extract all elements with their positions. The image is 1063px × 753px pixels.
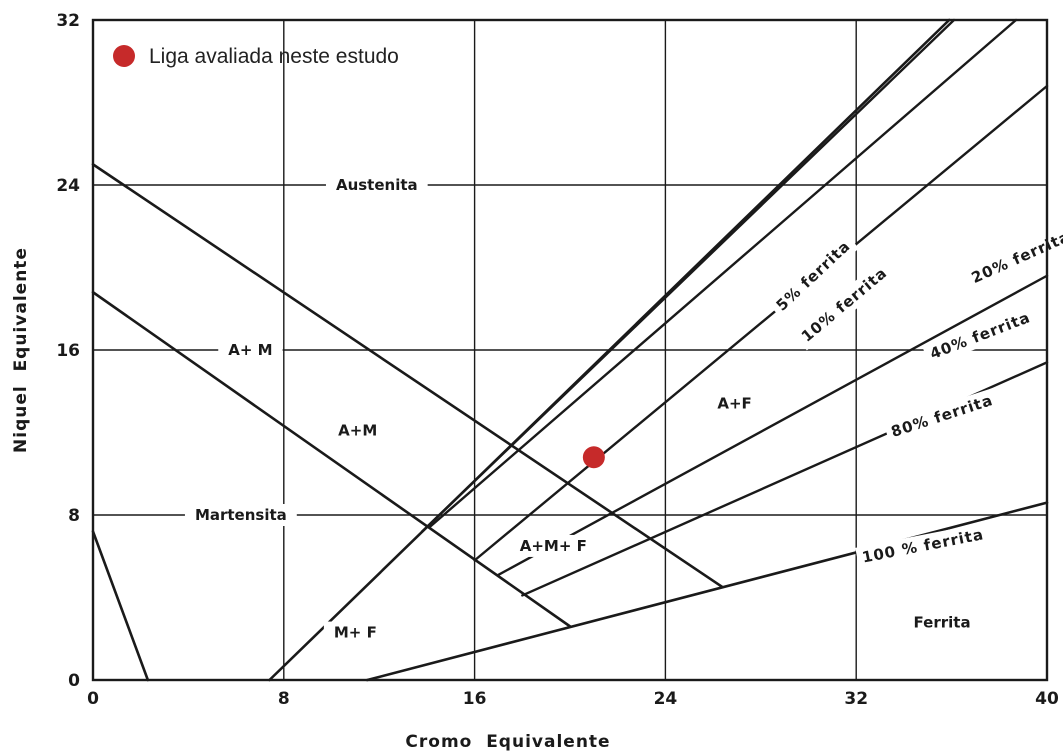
y-tick-24: 24 xyxy=(56,176,80,196)
legend-label: Liga avaliada neste estudo xyxy=(149,45,399,68)
region-label-1: Austenita xyxy=(325,174,428,196)
ferrite-curve-label-text: 40% ferrita xyxy=(927,308,1032,363)
region-label-text: A+F xyxy=(717,395,751,413)
region-labels: Austenita A+ M A+M Martensita A+F A+M+ F M+ F F… xyxy=(184,174,1063,644)
ferrite-line-2 xyxy=(428,18,1018,529)
region-label-bg xyxy=(903,611,981,634)
region-label-text: A+ M xyxy=(228,341,272,359)
plot-frame xyxy=(91,18,1049,682)
region-label-text: A+M xyxy=(338,421,377,439)
y-tick-8: 8 xyxy=(68,506,80,526)
y-axis-label: Niquel Equivalente xyxy=(11,247,31,453)
x-tick-32: 32 xyxy=(844,689,868,709)
ferrite-curve-label-bg xyxy=(963,223,1063,291)
region-label-8: Ferrita xyxy=(903,611,981,634)
data-point-liga xyxy=(582,446,605,469)
x-tick-0: 0 xyxy=(87,689,99,709)
region-label-text: A+M+ F xyxy=(520,537,587,555)
region-label-bg xyxy=(328,419,388,442)
phase-line-3 xyxy=(91,530,150,682)
ferrite-curve-label-bg xyxy=(855,522,991,570)
x-tick-24: 24 xyxy=(654,689,678,709)
x-axis-label: Cromo Equivalente xyxy=(405,732,610,752)
region-label-text: Austenita xyxy=(336,176,418,194)
phase-line-5 xyxy=(365,501,1049,682)
phase-line-1 xyxy=(91,163,724,589)
region-label-7: M+ F xyxy=(323,621,387,644)
region-label-bg xyxy=(218,339,283,361)
ferrite-curve-label-bg xyxy=(922,304,1039,367)
region-label-bg xyxy=(707,392,762,415)
plot-border xyxy=(91,18,1049,682)
x-tick-40: 40 xyxy=(1035,689,1059,709)
axis-ticks: 0 8 16 24 32 40 0 8 16 24 32 xyxy=(56,11,1059,709)
region-label-4: Martensita xyxy=(184,504,297,526)
region-label-bg xyxy=(184,504,297,526)
region-label-text: M+ F xyxy=(334,624,377,642)
ferrite-curve-label-bg xyxy=(767,232,860,320)
region-label-bg xyxy=(509,534,597,557)
region-label-6: A+M+ F xyxy=(509,534,597,557)
y-tick-32: 32 xyxy=(56,11,80,31)
region-label-text: Ferrita xyxy=(914,613,971,631)
phase-line-2 xyxy=(91,290,572,628)
region-label-bg xyxy=(325,174,428,196)
region-label-5: A+F xyxy=(707,392,762,415)
legend: Liga avaliada neste estudo xyxy=(113,45,399,68)
ferrite-curve-label-bg xyxy=(883,387,1001,445)
region-label-3: A+M xyxy=(328,419,388,442)
y-tick-16: 16 xyxy=(56,341,80,361)
ferrite-curve-label-bg xyxy=(792,258,896,351)
region-label-bg xyxy=(323,621,387,644)
ferrite-line-4 xyxy=(497,274,1049,577)
ferrite-line-3 xyxy=(473,84,1049,562)
region-label-2: A+ M xyxy=(218,339,283,361)
phase-boundaries xyxy=(91,18,1049,682)
ferrite-curve-label-6: 100 % ferrita xyxy=(855,522,991,570)
ferrite-line-1 xyxy=(420,18,956,533)
ferrite-curve-label-5: 80% ferrita xyxy=(883,387,1001,445)
ferrite-curve-label-text: 20% ferrita xyxy=(969,227,1063,287)
x-tick-8: 8 xyxy=(278,689,290,709)
ferrite-curve-label-text: 100 % ferrita xyxy=(861,525,986,566)
x-tick-16: 16 xyxy=(463,689,487,709)
legend-marker xyxy=(113,45,135,67)
region-label-text: Martensita xyxy=(195,506,287,524)
ferrite-curve-label-text: 80% ferrita xyxy=(889,391,995,441)
y-tick-0: 0 xyxy=(68,671,80,691)
